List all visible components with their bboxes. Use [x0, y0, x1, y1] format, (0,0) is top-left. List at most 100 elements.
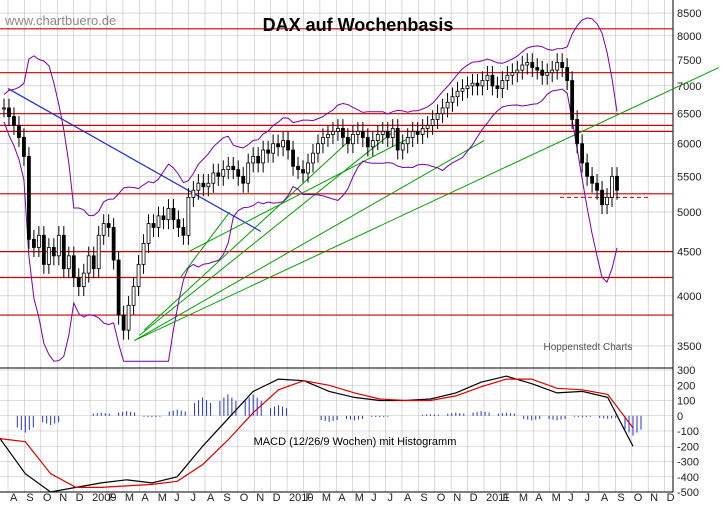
candle-up [450, 96, 455, 103]
candle-down [595, 182, 599, 191]
bollinger-bands [3, 17, 618, 362]
candle-up [480, 80, 485, 87]
macd-label: MACD (12/26/9 Wochen) mit Histogramm [254, 436, 457, 448]
candle-down [615, 175, 619, 191]
candle-up [316, 143, 320, 154]
candle-down [530, 62, 535, 68]
candle-down [216, 172, 221, 177]
candle-up [211, 172, 216, 184]
candle-up [206, 182, 211, 188]
candle-up [271, 143, 276, 154]
candle-down [201, 182, 206, 188]
price-tick-label: 6000 [677, 139, 701, 151]
month-tick-label: J [371, 492, 377, 503]
price-tick-label: 5500 [677, 171, 701, 183]
month-tick-label: M [322, 492, 331, 503]
candle-up [96, 234, 101, 270]
candle-down [41, 234, 46, 265]
watermark: www.chartbuero.de [4, 13, 116, 28]
macd-tick-label: 100 [677, 396, 695, 408]
candle-up [420, 127, 425, 135]
candle-up [196, 182, 201, 191]
candle-up [455, 90, 460, 98]
candle-down [535, 67, 540, 71]
macd-tick-label: -300 [677, 457, 699, 469]
candle-down [600, 189, 604, 206]
candle-down [256, 156, 261, 164]
candle-up [251, 156, 256, 164]
candle-down [27, 156, 31, 240]
candle-down [236, 169, 241, 177]
candle-down [91, 255, 96, 270]
grid [0, 0, 674, 493]
month-tick-label: O [634, 492, 643, 503]
month-tick-label: A [207, 492, 215, 503]
candle-down [296, 165, 300, 170]
candle-down [171, 207, 176, 221]
month-tick-label: A [338, 492, 346, 503]
price-tick-label: 7000 [677, 81, 701, 93]
candle-down [570, 80, 575, 120]
candle-up [465, 85, 470, 89]
candle-down [17, 124, 21, 138]
uptrend-line [134, 67, 719, 342]
candle-up [505, 74, 510, 81]
candle-down [22, 137, 26, 157]
candle-down [241, 175, 246, 184]
candle-up [375, 134, 380, 141]
uptrend-line [134, 140, 485, 342]
candle-up [141, 242, 146, 265]
candle-down [540, 69, 545, 76]
candle-down [51, 247, 56, 257]
candle-up [605, 196, 609, 206]
candle-up [326, 134, 330, 138]
candle-down [590, 175, 594, 184]
month-tick-label: F [502, 492, 509, 503]
uptrend-line [188, 137, 411, 253]
month-tick-label: J [174, 492, 180, 503]
candle-up [500, 80, 505, 89]
candle-up [520, 64, 525, 71]
axes: 3500 4000 4500 5000 5500 6000 6500 7000 7500 8000… [10, 8, 701, 504]
candle-down [385, 130, 390, 138]
candle-up [525, 62, 530, 66]
candle-up [2, 107, 6, 110]
price-tick-label: 6500 [677, 109, 701, 121]
price-tick-label: 7500 [677, 55, 701, 67]
macd-tick-label: 0 [677, 411, 683, 423]
candle-up [136, 263, 141, 287]
candle-up [515, 69, 520, 74]
candle-up [321, 137, 325, 145]
macd-tick-label: -500 [677, 487, 699, 499]
macd-tick-label: -100 [677, 426, 699, 438]
macd-tick-label: -200 [677, 441, 699, 453]
candle-up [146, 223, 151, 244]
month-tick-label: A [601, 492, 609, 503]
candle-up [355, 130, 360, 135]
month-tick-label: 2010 [289, 492, 313, 503]
candle-up [550, 69, 555, 74]
month-tick-label: S [617, 492, 624, 503]
price-tick-label: 8000 [677, 31, 701, 43]
candle-down [585, 162, 589, 177]
month-tick-label: F [305, 492, 312, 503]
month-tick-label: O [437, 492, 446, 503]
month-tick-label: A [535, 492, 543, 503]
month-tick-label: A [404, 492, 412, 503]
candle-up [470, 82, 475, 87]
macd-tick-label: 200 [677, 380, 695, 392]
month-tick-label: O [240, 492, 249, 503]
candle-down [560, 62, 565, 68]
month-tick-label: J [191, 492, 197, 503]
month-tick-label: J [585, 492, 591, 503]
month-tick-label: S [420, 492, 427, 503]
month-tick-label: D [76, 492, 84, 503]
candle-up [425, 124, 430, 129]
chart-title: DAX auf Wochenbasis [263, 15, 454, 35]
candle-down [340, 127, 345, 138]
month-tick-label: M [355, 492, 364, 503]
month-tick-label: M [552, 492, 561, 503]
candle-up [191, 189, 196, 198]
